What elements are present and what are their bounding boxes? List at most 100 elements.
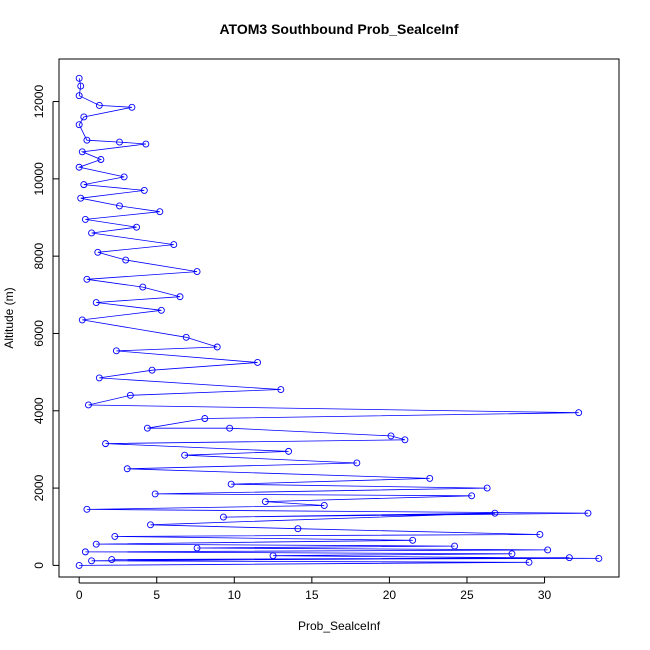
x-tick-label: 10 (228, 588, 242, 602)
data-point (85, 401, 92, 409)
data-point (111, 532, 119, 540)
data-point (78, 148, 86, 156)
data-point (536, 531, 544, 538)
data-point (142, 140, 150, 148)
data-point (81, 215, 89, 223)
data-point (584, 509, 592, 517)
data-point (277, 386, 285, 393)
data-point (88, 229, 96, 237)
y-tick-label: 8000 (32, 242, 46, 269)
data-point (151, 490, 159, 498)
data-point (269, 552, 277, 560)
data-point (75, 163, 83, 171)
data-point (102, 440, 109, 448)
y-tick-label: 0 (32, 562, 46, 569)
data-point (525, 558, 533, 566)
y-tick-label: 10000 (32, 162, 46, 196)
data-point (468, 492, 476, 500)
data-point (120, 173, 128, 181)
data-point (75, 74, 83, 82)
data-point (94, 248, 102, 256)
data-point (80, 113, 88, 121)
data-point (80, 181, 88, 189)
data-point (213, 343, 221, 351)
x-tick-label: 30 (538, 588, 552, 602)
plot-area (75, 74, 603, 569)
y-tick-label: 12000 (32, 85, 46, 119)
data-point (294, 525, 302, 533)
data-point (170, 241, 178, 249)
data-point (108, 556, 116, 564)
data-point (565, 554, 573, 562)
y-tick-label: 6000 (32, 320, 46, 347)
axis-ticks: 0 5 10 15 20 25 30 0 2000 4000 6000 8000 10000 12000 (32, 85, 552, 602)
data-point (157, 306, 165, 314)
data-point (181, 451, 189, 459)
data-point (139, 283, 147, 291)
data-point (219, 513, 227, 521)
chart-title: ATOM3 Southbound Prob_SealceInf (219, 21, 458, 37)
data-point (254, 359, 262, 366)
data-point (483, 484, 491, 492)
data-point (451, 542, 459, 550)
x-tick-label: 5 (153, 588, 160, 602)
data-point (320, 502, 328, 509)
data-point (116, 138, 123, 146)
data-point (201, 415, 209, 422)
x-tick-label: 20 (383, 588, 397, 602)
data-point (227, 480, 235, 488)
data-point (95, 374, 103, 382)
data-point (122, 256, 130, 264)
data-point (143, 424, 151, 432)
data-point (92, 299, 100, 306)
data-point (116, 202, 123, 210)
data-point (123, 465, 131, 473)
data-point (95, 101, 103, 109)
data-point (193, 544, 201, 552)
data-point (387, 432, 395, 440)
data-point (409, 536, 417, 544)
data-point (133, 223, 141, 231)
data-point (83, 136, 91, 144)
data-point (83, 505, 91, 513)
y-tick-label: 4000 (32, 397, 46, 424)
data-point (126, 391, 134, 399)
x-tick-label: 0 (76, 588, 83, 602)
data-point (176, 293, 184, 301)
data-point (78, 316, 86, 324)
data-point (426, 474, 434, 482)
data-point (353, 459, 361, 467)
data-point (81, 548, 89, 556)
data-point (401, 436, 409, 444)
data-point (595, 554, 603, 562)
y-axis-label: Altitude (m) (2, 287, 16, 348)
data-point (575, 409, 583, 417)
x-axis-label: Prob_SealceInf (298, 619, 381, 633)
data-point (544, 546, 552, 554)
data-point (491, 509, 499, 517)
data-point (77, 82, 85, 90)
data-point (75, 121, 83, 129)
y-tick-label: 2000 (32, 474, 46, 501)
data-point (285, 447, 293, 455)
data-point (140, 186, 148, 194)
data-point (148, 366, 156, 374)
data-point (92, 540, 100, 548)
data-point (75, 561, 83, 569)
data-point (75, 92, 83, 100)
series-line (77, 78, 599, 566)
plot-frame (58, 58, 620, 578)
data-point (193, 268, 201, 276)
data-point (147, 521, 154, 529)
data-point (77, 194, 85, 202)
data-point (182, 333, 190, 341)
x-tick-label: 15 (305, 588, 319, 602)
data-point (226, 424, 234, 432)
data-point (112, 347, 120, 355)
data-point (88, 557, 96, 565)
data-point (156, 208, 164, 216)
data-point (83, 275, 91, 283)
data-point (508, 550, 516, 558)
data-point (128, 103, 136, 111)
